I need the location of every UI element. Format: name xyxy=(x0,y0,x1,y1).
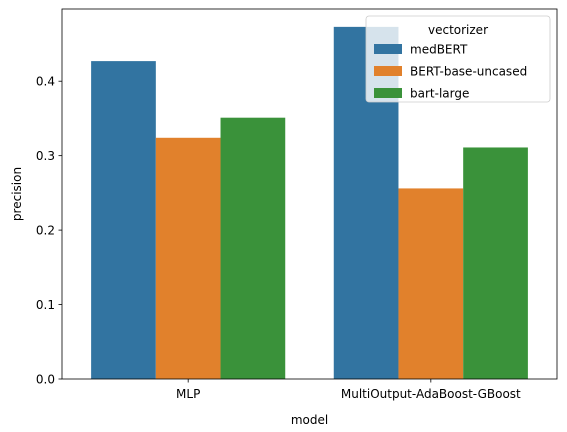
y-tick-label: 0.3 xyxy=(36,149,55,163)
y-tick-label: 0.0 xyxy=(36,372,55,386)
legend: vectorizer medBERT BERT-base-uncased bart-… xyxy=(365,15,551,103)
bar-bart-large-mlp xyxy=(220,117,286,379)
legend-title: vectorizer xyxy=(428,23,488,37)
y-tick-label: 0.4 xyxy=(36,75,55,89)
legend-box xyxy=(365,15,551,103)
x-tick-label: MLP xyxy=(176,387,200,401)
bar-medbert-mlp xyxy=(91,61,156,380)
y-axis: 0.0 0.1 0.2 0.3 0.4 xyxy=(36,75,62,386)
plot-frame xyxy=(61,8,558,380)
bar-bart-large-multioutput-adaboost-gboost xyxy=(463,147,528,379)
legend-label: BERT-base-uncased xyxy=(410,65,527,79)
legend-label: medBERT xyxy=(410,43,468,57)
x-tick-label: MultiOutput-AdaBoost-GBoost xyxy=(341,387,521,401)
legend-label: bart-large xyxy=(410,87,469,101)
x-axis: MLP MultiOutput-AdaBoost-GBoost xyxy=(176,379,521,401)
x-axis-title: model xyxy=(291,413,328,427)
bar-bert-base-uncased-multioutput-adaboost-gboost xyxy=(398,188,464,379)
legend-swatch xyxy=(374,88,402,98)
y-axis-title: precision xyxy=(10,167,24,221)
legend-items: medBERT BERT-base-uncased bart-large xyxy=(374,43,527,101)
bar-bert-base-uncased-mlp xyxy=(155,137,221,379)
y-tick-label: 0.1 xyxy=(36,298,55,312)
legend-swatch xyxy=(374,44,402,54)
legend-swatch xyxy=(374,66,402,76)
y-tick-label: 0.2 xyxy=(36,223,55,237)
